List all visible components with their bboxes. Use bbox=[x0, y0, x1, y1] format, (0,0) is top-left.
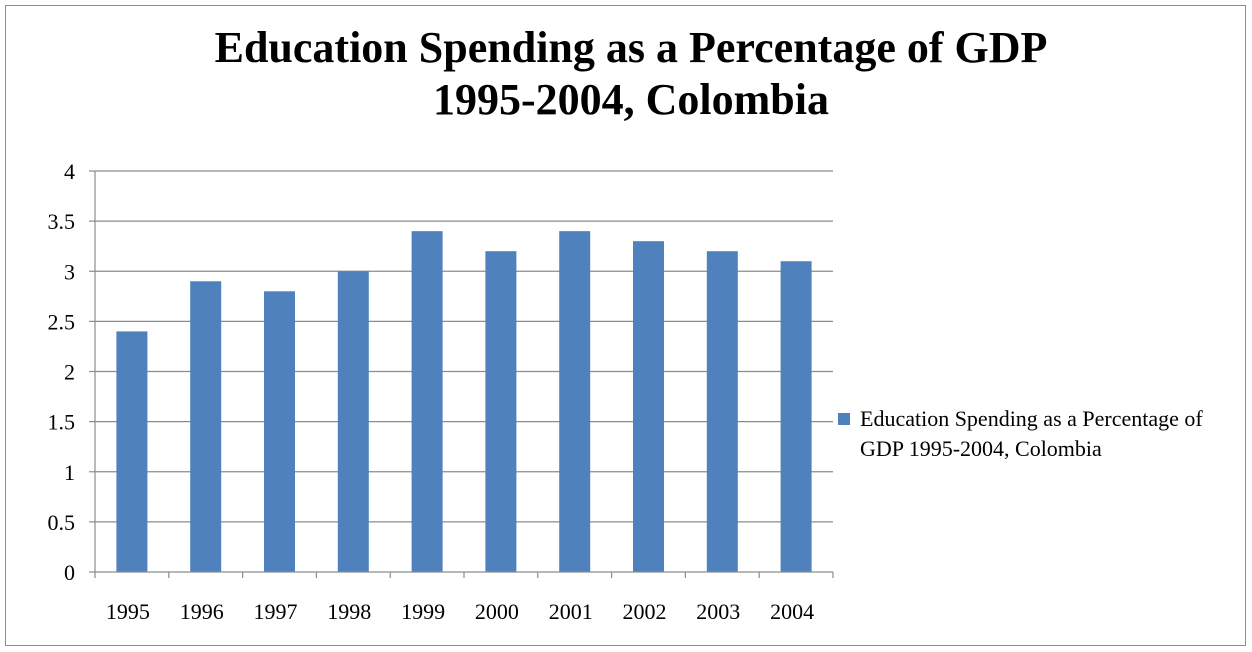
y-tick-label-8: 4 bbox=[64, 159, 75, 184]
y-tick-label-2: 1 bbox=[64, 460, 75, 485]
x-tick-label-1995: 1995 bbox=[106, 599, 150, 624]
x-tick-label-1998: 1998 bbox=[327, 599, 371, 624]
bar-1997 bbox=[264, 291, 295, 572]
y-tick-label-3: 1.5 bbox=[48, 410, 76, 435]
bar-2004 bbox=[780, 261, 812, 572]
y-tick-label-5: 2.5 bbox=[48, 309, 76, 334]
legend-label: Education Spending as a Percentage of GD… bbox=[860, 406, 1203, 461]
chart-title: Education Spending as a Percentage of GD… bbox=[0, 22, 1252, 126]
x-tick-label-1997: 1997 bbox=[254, 599, 298, 624]
y-tick-label-4: 2 bbox=[64, 360, 75, 385]
x-tick-label-1999: 1999 bbox=[401, 599, 445, 624]
bar-2000 bbox=[485, 251, 517, 572]
bar-2003 bbox=[706, 251, 738, 572]
bar-1998 bbox=[337, 271, 369, 572]
x-tick-label-2000: 2000 bbox=[475, 599, 519, 624]
axes bbox=[94, 171, 834, 578]
y-tick-label-7: 3.5 bbox=[48, 209, 76, 234]
x-tick-label-1996: 1996 bbox=[180, 599, 224, 624]
x-tick-label-2003: 2003 bbox=[696, 599, 740, 624]
chart-title-line-2: 1995-2004, Colombia bbox=[433, 75, 829, 124]
legend: Education Spending as a Percentage of GD… bbox=[838, 404, 1248, 464]
bars bbox=[116, 231, 812, 573]
y-tick-label-6: 3 bbox=[64, 259, 75, 284]
bar-1996 bbox=[190, 281, 222, 572]
bar-2001 bbox=[559, 231, 591, 572]
legend-swatch bbox=[838, 413, 850, 425]
y-tick-label-1: 0.5 bbox=[48, 510, 76, 535]
x-tick-label-2001: 2001 bbox=[549, 599, 593, 624]
bar-1999 bbox=[411, 231, 443, 572]
bar-1995 bbox=[116, 331, 148, 572]
x-tick-labels: 1995 1996 1997 1998 1999 2000 2001 2002 2003 2004 bbox=[106, 599, 814, 624]
x-tick-label-2004: 2004 bbox=[770, 599, 814, 624]
x-tick-label-2002: 2002 bbox=[623, 599, 667, 624]
chart-title-line-1: Education Spending as a Percentage of GD… bbox=[214, 23, 1048, 72]
y-tick-labels: 0 0.5 1 1.5 2 2.5 3 3.5 4 bbox=[48, 159, 76, 585]
y-tick-label-0: 0 bbox=[64, 560, 75, 585]
bar-2002 bbox=[633, 241, 664, 573]
